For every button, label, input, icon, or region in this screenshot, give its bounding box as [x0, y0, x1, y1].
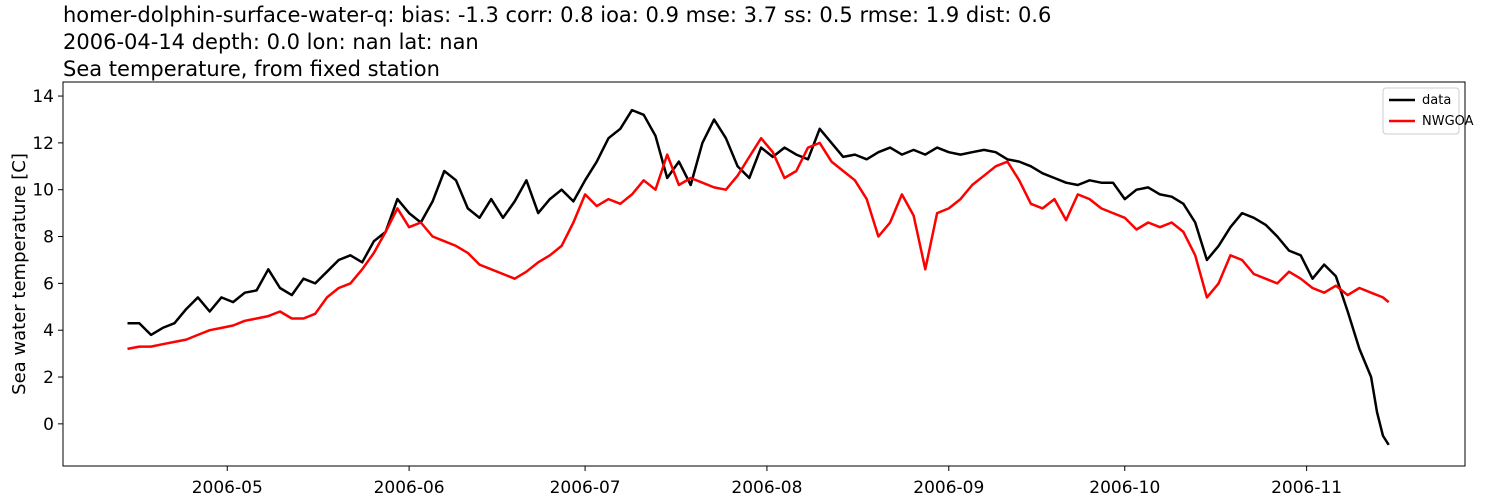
chart-title-line-1: homer-dolphin-surface-water-q: bias: -1.…	[63, 3, 1052, 27]
y-tick-label: 0	[43, 415, 54, 435]
x-tick-label: 2006-10	[1089, 478, 1160, 498]
series-layer	[127, 108, 1390, 446]
x-tick-label: 2006-11	[1271, 478, 1342, 498]
legend: data NWGOA	[1382, 87, 1474, 135]
legend-label-nwgoa: NWGOA	[1422, 114, 1474, 129]
series-line-data	[127, 108, 1390, 446]
y-tick-label: 10	[32, 181, 54, 201]
chart-title: homer-dolphin-surface-water-q: bias: -1.…	[63, 2, 1051, 83]
x-tick-label: 2006-07	[550, 478, 621, 498]
x-tick-label: 2006-09	[913, 478, 984, 498]
y-tick-label: 12	[32, 134, 54, 154]
y-axis: 0 2 4 6 8 10 12 14	[32, 87, 63, 435]
x-tick-label: 2006-05	[192, 478, 263, 498]
y-tick-label: 8	[43, 228, 54, 248]
y-tick-label: 14	[32, 87, 54, 107]
x-axis: 2006-05 2006-06 2006-07 2006-08 2006-09 2006-…	[192, 466, 1342, 498]
chart-title-line-2: 2006-04-14 depth: 0.0 lon: nan lat: nan	[63, 30, 479, 54]
plot-frame	[62, 81, 1466, 467]
chart-title-line-3: Sea temperature, from fixed station	[63, 57, 440, 81]
x-tick-label: 2006-08	[731, 478, 802, 498]
legend-label-data: data	[1422, 93, 1451, 108]
series-line-nwgoa	[127, 136, 1390, 351]
y-tick-label: 4	[43, 321, 54, 341]
y-tick-label: 2	[43, 368, 54, 388]
x-tick-label: 2006-06	[374, 478, 445, 498]
y-tick-label: 6	[43, 274, 54, 294]
y-axis-label: Sea water temperature [C]	[9, 153, 30, 395]
